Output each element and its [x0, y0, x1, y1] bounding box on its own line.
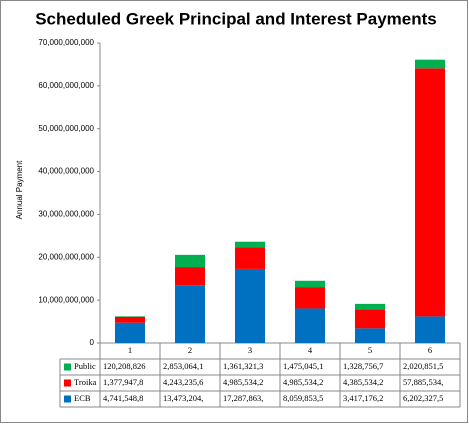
table-cell: 6,202,327,5: [403, 393, 443, 403]
table-cell: 4,985,534,2: [283, 377, 323, 387]
table-cell: 8,059,853,5: [283, 393, 323, 403]
x-tick-label: 6: [428, 345, 432, 355]
legend-label: Troika: [74, 377, 97, 387]
table-cell: 57,885,534,: [403, 377, 443, 387]
bar: [355, 328, 385, 343]
bar: [415, 68, 445, 317]
table-cell: 13,473,204,: [163, 393, 203, 403]
table-cell: 1,328,756,7: [343, 361, 383, 371]
y-tick-label: 40,000,000,000: [38, 167, 94, 176]
y-tick-label: 30,000,000,000: [38, 210, 94, 219]
bar: [295, 287, 325, 309]
table-cell: 17,287,863,: [223, 393, 263, 403]
x-tick-label: 3: [248, 345, 252, 355]
bar: [415, 59, 445, 69]
chart-title: Scheduled Greek Principal and Interest P…: [35, 9, 437, 28]
legend-swatch: [64, 363, 71, 371]
bar: [115, 316, 145, 323]
legend-swatch: [64, 379, 71, 387]
bar: [355, 303, 385, 310]
bar: [235, 247, 265, 269]
legend-label: Public: [74, 361, 96, 371]
table-cell: 2,020,851,5: [403, 361, 443, 371]
bar: [355, 309, 385, 329]
x-tick-label: 1: [128, 345, 132, 355]
y-tick-label: 10,000,000,000: [38, 295, 94, 304]
y-axis-label: Annual Payment: [15, 160, 24, 219]
y-tick-label: 70,000,000,000: [38, 38, 94, 47]
table-cell: 4,741,548,8: [103, 393, 143, 403]
bar: [115, 322, 145, 343]
bar: [175, 254, 205, 268]
bar: [115, 316, 145, 317]
y-tick-label: 20,000,000,000: [38, 252, 94, 261]
bar: [295, 280, 325, 288]
y-tick-label: 50,000,000,000: [38, 124, 94, 133]
table-cell: 1,475,045,1: [283, 361, 323, 371]
table-cell: 120,208,826: [103, 361, 146, 371]
x-tick-label: 4: [308, 345, 313, 355]
table-cell: 4,985,534,2: [223, 377, 263, 387]
bar: [415, 316, 445, 343]
bar: [235, 241, 265, 248]
bar: [175, 267, 205, 286]
table-cell: 4,385,534,2: [343, 377, 383, 387]
y-tick-label: 60,000,000,000: [38, 81, 94, 90]
table-cell: 1,377,947,8: [103, 377, 143, 387]
bar: [175, 285, 205, 343]
table-cell: 4,243,235,6: [163, 377, 203, 387]
table-cell: 2,853,064,1: [163, 361, 203, 371]
table-cell: 1,361,321,3: [223, 361, 263, 371]
legend-label: ECB: [74, 393, 91, 403]
bar: [235, 268, 265, 343]
legend-swatch: [64, 395, 71, 403]
x-tick-label: 5: [368, 345, 372, 355]
x-tick-label: 2: [188, 345, 192, 355]
y-tick-label: 0: [90, 338, 95, 347]
bar: [295, 308, 325, 343]
table-cell: 3,417,176,2: [343, 393, 383, 403]
